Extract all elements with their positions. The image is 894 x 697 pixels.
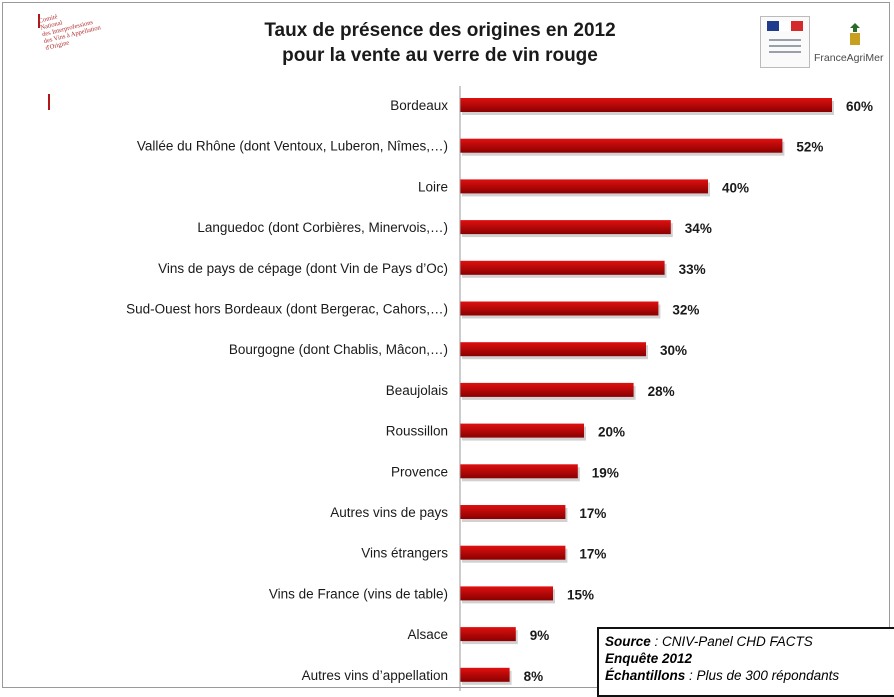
category-label: Alsace (407, 627, 448, 642)
data-label: 17% (579, 506, 606, 521)
data-label: 9% (530, 628, 550, 643)
data-label: 28% (648, 384, 675, 399)
data-label: 40% (722, 180, 749, 195)
data-label: 8% (524, 669, 544, 684)
ministry-text-lines (769, 39, 801, 57)
bar (460, 98, 832, 112)
franceagrimer-logo: FranceAgriMer (814, 18, 894, 66)
bar (460, 464, 578, 479)
bar (460, 342, 646, 357)
bars-group: Bordeaux 60% Vallée du Rhône (dont Ventoux… (126, 98, 873, 685)
category-label: Vins étrangers (361, 546, 448, 561)
echantillons-text: : Plus de 300 répondants (685, 668, 840, 683)
data-label: 30% (660, 343, 687, 358)
data-label: 20% (598, 425, 625, 440)
data-label: 52% (796, 140, 823, 155)
title-line-1: Taux de présence des origines en 2012 (264, 20, 616, 41)
category-label: Vins de pays de cépage (dont Vin de Pays… (158, 261, 448, 276)
bar (460, 301, 659, 316)
bar (460, 545, 566, 560)
data-label: 60% (846, 99, 873, 114)
source-box: Source : CNIV-Panel CHD FACTS Enquête 20… (597, 627, 894, 697)
category-label: Bordeaux (390, 98, 448, 113)
source-text: : CNIV-Panel CHD FACTS (650, 634, 813, 649)
bar (460, 586, 553, 601)
bar (460, 627, 516, 642)
franceagrimer-icon (850, 23, 860, 45)
category-label: Languedoc (dont Corbières, Minervois,…) (197, 220, 448, 235)
enquete-label: Enquête 2012 (605, 651, 693, 666)
data-label: 32% (672, 303, 699, 318)
logo-mark-top (38, 14, 40, 28)
category-label: Vins de France (vins de table) (269, 586, 448, 601)
bar (460, 382, 634, 397)
bar (460, 220, 671, 235)
category-label: Autres vins d’appellation (302, 668, 448, 683)
data-label: 15% (567, 587, 594, 602)
category-label: Beaujolais (386, 383, 449, 398)
category-label: Loire (418, 179, 448, 194)
franceagrimer-name: FranceAgriMer (814, 52, 884, 64)
category-label: Autres vins de pays (330, 505, 448, 520)
bar (460, 260, 665, 275)
bar (460, 505, 566, 519)
data-label: 34% (685, 221, 712, 236)
category-label: Provence (391, 464, 448, 479)
figure-frame (2, 2, 890, 688)
republique-francaise-logo (760, 16, 810, 68)
french-flag-icon (767, 21, 803, 31)
bar (460, 179, 708, 194)
category-label: Vallée du Rhône (dont Ventoux, Luberon, … (137, 139, 448, 154)
category-label: Bourgogne (dont Chablis, Mâcon,…) (229, 342, 448, 357)
cniv-logo: Comité National des Interprofessions des… (18, 12, 128, 112)
data-label: 33% (679, 262, 706, 277)
source-label: Source (605, 634, 651, 649)
title-line-2: pour la vente au verre de vin rouge (282, 45, 598, 66)
category-label: Roussillon (386, 424, 448, 439)
data-label: 17% (579, 547, 606, 562)
data-label: 19% (592, 465, 619, 480)
logo-mark-bottom (48, 94, 50, 110)
echantillons-label: Échantillons (605, 668, 686, 683)
category-label: Sud-Ouest hors Bordeaux (dont Bergerac, … (126, 302, 448, 317)
bar (460, 423, 584, 438)
chart-title: Taux de présence des origines en 2012 po… (180, 18, 700, 68)
bar (460, 138, 783, 153)
bar (460, 667, 510, 682)
